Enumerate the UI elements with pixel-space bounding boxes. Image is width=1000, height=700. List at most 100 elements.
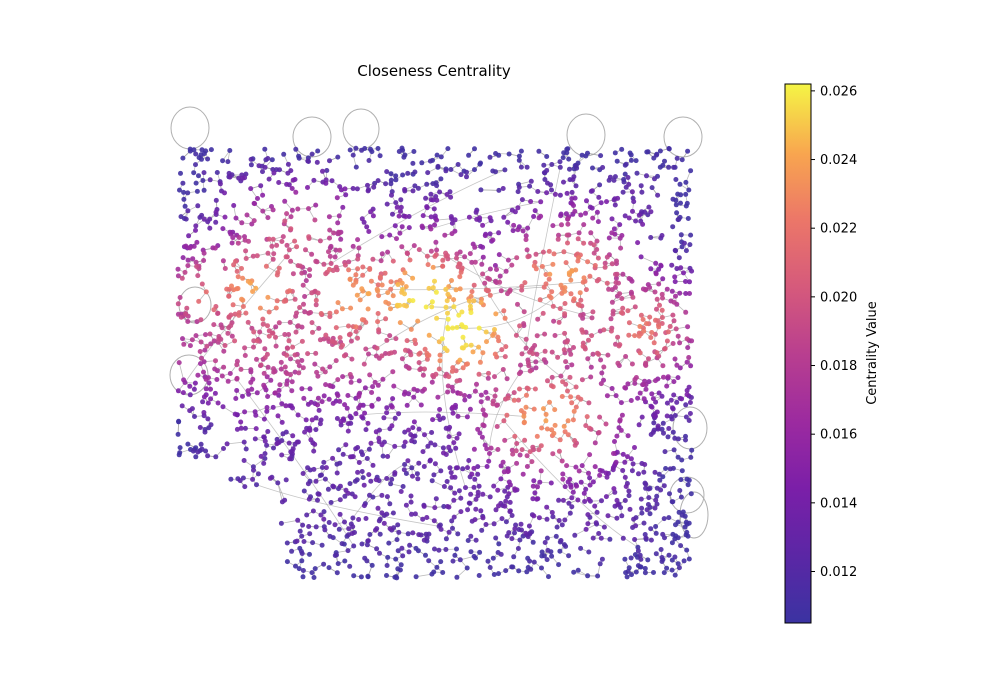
network-node <box>215 400 221 406</box>
network-node <box>588 364 594 370</box>
network-node <box>617 222 623 228</box>
network-node <box>533 251 539 257</box>
network-node <box>625 454 630 460</box>
network-node <box>382 270 388 276</box>
network-node <box>588 374 594 380</box>
network-node <box>568 394 574 400</box>
network-node <box>262 346 268 352</box>
network-node <box>571 203 576 208</box>
network-node <box>506 479 512 485</box>
network-node <box>627 150 633 156</box>
network-node <box>472 388 478 394</box>
network-node <box>503 344 509 350</box>
network-node <box>384 476 390 481</box>
network-node <box>485 395 491 401</box>
network-node <box>351 573 357 579</box>
network-node <box>288 226 294 232</box>
network-node <box>260 316 266 322</box>
network-node <box>492 263 498 268</box>
network-node <box>347 372 353 377</box>
network-node <box>378 258 384 264</box>
network-node <box>675 454 681 460</box>
network-node <box>321 261 327 267</box>
network-node <box>663 466 669 471</box>
network-node <box>670 531 676 537</box>
network-node <box>313 478 319 484</box>
network-node <box>190 448 196 454</box>
network-node <box>638 183 644 189</box>
network-node <box>265 250 271 256</box>
network-node <box>338 419 344 424</box>
network-node <box>306 310 312 316</box>
network-node <box>203 332 208 338</box>
network-node <box>229 240 235 246</box>
network-node <box>305 351 311 357</box>
network-node <box>667 324 673 329</box>
network-node <box>659 233 665 238</box>
network-node <box>462 254 468 260</box>
network-node <box>456 488 462 494</box>
network-node <box>620 468 626 473</box>
network-node <box>222 266 228 271</box>
network-node <box>346 267 352 273</box>
network-node <box>410 160 416 166</box>
network-node <box>463 485 468 491</box>
network-node <box>659 426 665 432</box>
network-node <box>403 502 409 508</box>
network-node <box>666 515 672 521</box>
network-node <box>360 475 366 481</box>
network-node <box>337 497 343 503</box>
network-node <box>393 173 399 179</box>
network-node <box>562 285 568 291</box>
network-node <box>249 386 255 392</box>
network-node <box>198 317 204 323</box>
network-node <box>400 287 405 292</box>
network-node <box>201 216 207 222</box>
network-node <box>642 566 648 571</box>
network-node <box>687 242 693 248</box>
network-node <box>243 256 249 261</box>
network-node <box>496 571 501 577</box>
network-node <box>530 539 536 545</box>
network-node <box>555 236 561 242</box>
network-node <box>307 427 313 433</box>
network-node <box>640 221 646 227</box>
network-node <box>399 356 405 362</box>
network-node <box>333 247 339 253</box>
network-node <box>431 472 437 478</box>
network-node <box>296 363 302 369</box>
network-node <box>580 279 586 285</box>
network-node <box>640 317 646 322</box>
network-node <box>681 240 687 246</box>
network-node <box>293 146 299 152</box>
network-node <box>435 163 441 169</box>
network-node <box>579 377 585 383</box>
network-node <box>239 220 245 226</box>
network-node <box>284 181 290 187</box>
network-edge <box>376 286 545 349</box>
network-node <box>375 382 381 388</box>
network-node <box>443 253 449 259</box>
colorbar-tick-label: 0.016 <box>820 428 857 443</box>
network-node <box>612 202 618 208</box>
network-node <box>355 445 361 450</box>
network-node <box>309 151 315 157</box>
network-node <box>390 369 396 375</box>
network-node <box>271 445 276 451</box>
network-node <box>523 237 529 243</box>
network-node <box>571 569 577 575</box>
network-node <box>400 484 406 489</box>
network-node <box>191 243 197 249</box>
network-node <box>502 437 508 443</box>
network-node <box>194 188 200 194</box>
network-node <box>651 570 656 575</box>
network-node <box>410 473 415 479</box>
network-node <box>260 321 266 327</box>
network-node <box>669 567 675 573</box>
network-node <box>643 481 649 487</box>
network-node <box>573 267 579 273</box>
network-node <box>598 357 604 363</box>
network-node <box>485 375 491 381</box>
network-node <box>493 151 499 156</box>
network-node <box>448 214 454 220</box>
